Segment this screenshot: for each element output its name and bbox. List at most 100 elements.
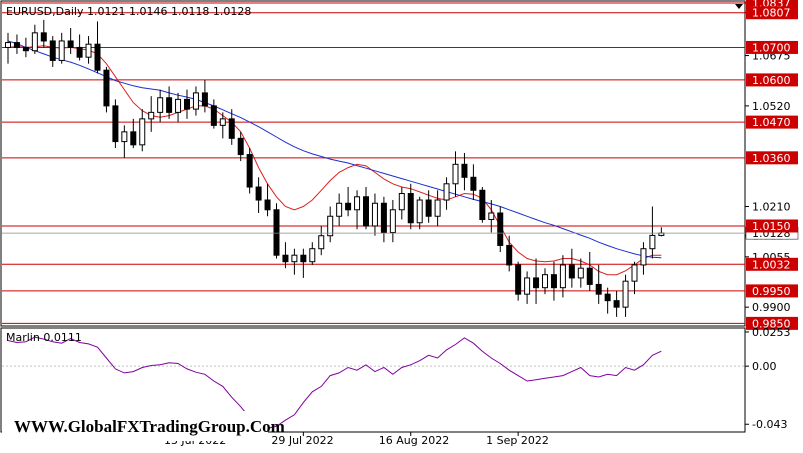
price-chart-title: EURUSD,Daily 1.0121 1.0146 1.0118 1.0128	[6, 5, 251, 18]
candle-body	[31, 32, 38, 52]
candle-body	[506, 244, 513, 266]
candle-body	[300, 254, 307, 263]
candle-body	[255, 186, 262, 201]
candle-body	[49, 40, 56, 61]
candle-body	[273, 209, 280, 256]
time-tick-label: 29 Jul 2022	[271, 434, 333, 447]
candle-body	[497, 212, 504, 246]
candle-body	[568, 264, 575, 279]
candle-body	[389, 209, 396, 233]
candle-body	[649, 234, 656, 250]
price-pane	[2, 2, 745, 324]
candle-body	[542, 274, 548, 289]
level-label-box-7	[746, 257, 798, 271]
level-label-box-8	[746, 284, 798, 298]
level-label-box-0	[746, 0, 798, 10]
candle-body	[318, 235, 325, 250]
candle-body	[309, 248, 316, 263]
level-label-box-3	[746, 73, 798, 87]
candle-body	[192, 92, 199, 110]
level-label-box-1	[746, 6, 798, 20]
level-label-5: 1.0360	[752, 152, 791, 165]
candle-body	[13, 42, 20, 48]
candle-body	[524, 277, 531, 295]
candle-body	[533, 277, 540, 289]
level-label-box-4	[746, 115, 798, 129]
candle-body	[640, 248, 647, 266]
candle-body	[139, 118, 146, 146]
candle-body	[354, 196, 361, 211]
candle-body	[398, 193, 405, 211]
indicator-title: Marlin 0.0111	[6, 331, 82, 344]
candle-body	[22, 46, 29, 52]
candle-body	[622, 280, 629, 308]
candle-body	[228, 118, 235, 139]
level-label-8: 0.9950	[752, 285, 791, 298]
level-label-2: 1.0700	[752, 41, 791, 54]
level-label-box-6	[746, 219, 798, 233]
price-tick-label: 1.0520	[752, 100, 791, 113]
candle-body	[112, 105, 119, 143]
fast-ma-line	[7, 45, 662, 276]
candle-body	[479, 189, 486, 220]
candle-body	[175, 98, 182, 113]
candle-body	[85, 43, 92, 58]
candle-body	[416, 199, 423, 224]
candle-body	[577, 267, 584, 279]
level-label-6: 1.0150	[752, 220, 791, 233]
level-label-box-5	[746, 151, 798, 165]
candle-body	[515, 264, 522, 295]
price-pane-frame	[0, 0, 746, 327]
level-label-4: 1.0470	[752, 116, 791, 129]
candle-body	[210, 105, 217, 126]
indicator-tick-label: 0.0253	[752, 326, 791, 339]
indicator-pane	[2, 336, 745, 429]
candle-body	[264, 199, 271, 211]
candle-body	[371, 202, 378, 227]
candle-body	[157, 97, 164, 113]
candle-body	[363, 196, 369, 227]
candle-body	[94, 43, 101, 71]
level-label-3: 1.0600	[752, 74, 791, 87]
candle-body	[148, 111, 155, 120]
candle-body	[452, 163, 459, 185]
candle-body	[461, 163, 468, 178]
time-tick-label: 1 Sep 2022	[486, 434, 549, 447]
candle-body	[631, 264, 638, 282]
candle-body	[336, 202, 343, 217]
candle-body	[282, 254, 289, 263]
level-label-7: 1.0032	[752, 258, 791, 271]
candle-body	[470, 176, 477, 191]
scroll-marker-icon	[735, 4, 743, 9]
candle-body	[130, 131, 137, 146]
candle-body	[184, 98, 190, 110]
candle-body	[345, 202, 352, 211]
candle-body	[559, 264, 566, 289]
candle-body	[58, 40, 65, 61]
slow-ma-line	[7, 40, 662, 259]
candle-body	[76, 46, 83, 58]
candle-body	[425, 199, 432, 217]
candle-body	[103, 69, 110, 107]
candle-body	[237, 137, 244, 156]
candle-body	[595, 283, 602, 295]
candle-body	[327, 215, 334, 237]
candle-body	[604, 293, 611, 302]
candle-body	[291, 254, 298, 263]
candle-body	[613, 300, 620, 308]
price-tick-label: 0.9900	[752, 301, 791, 314]
candle-body	[121, 131, 128, 143]
watermark: WWW.GlobalFXTradingGroup.Com	[14, 417, 285, 436]
candle-body	[434, 199, 441, 217]
candle-body	[380, 202, 387, 233]
level-label-0: 1.0837	[752, 0, 791, 10]
level-label-1: 1.0807	[752, 7, 791, 20]
candle-body	[443, 183, 450, 201]
indicator-tick-label: 0.00	[752, 360, 777, 373]
candle-body	[407, 193, 414, 224]
candle-body	[166, 97, 173, 113]
candle-body	[488, 212, 495, 220]
candle-body	[67, 40, 74, 48]
marlin-line	[7, 336, 662, 429]
